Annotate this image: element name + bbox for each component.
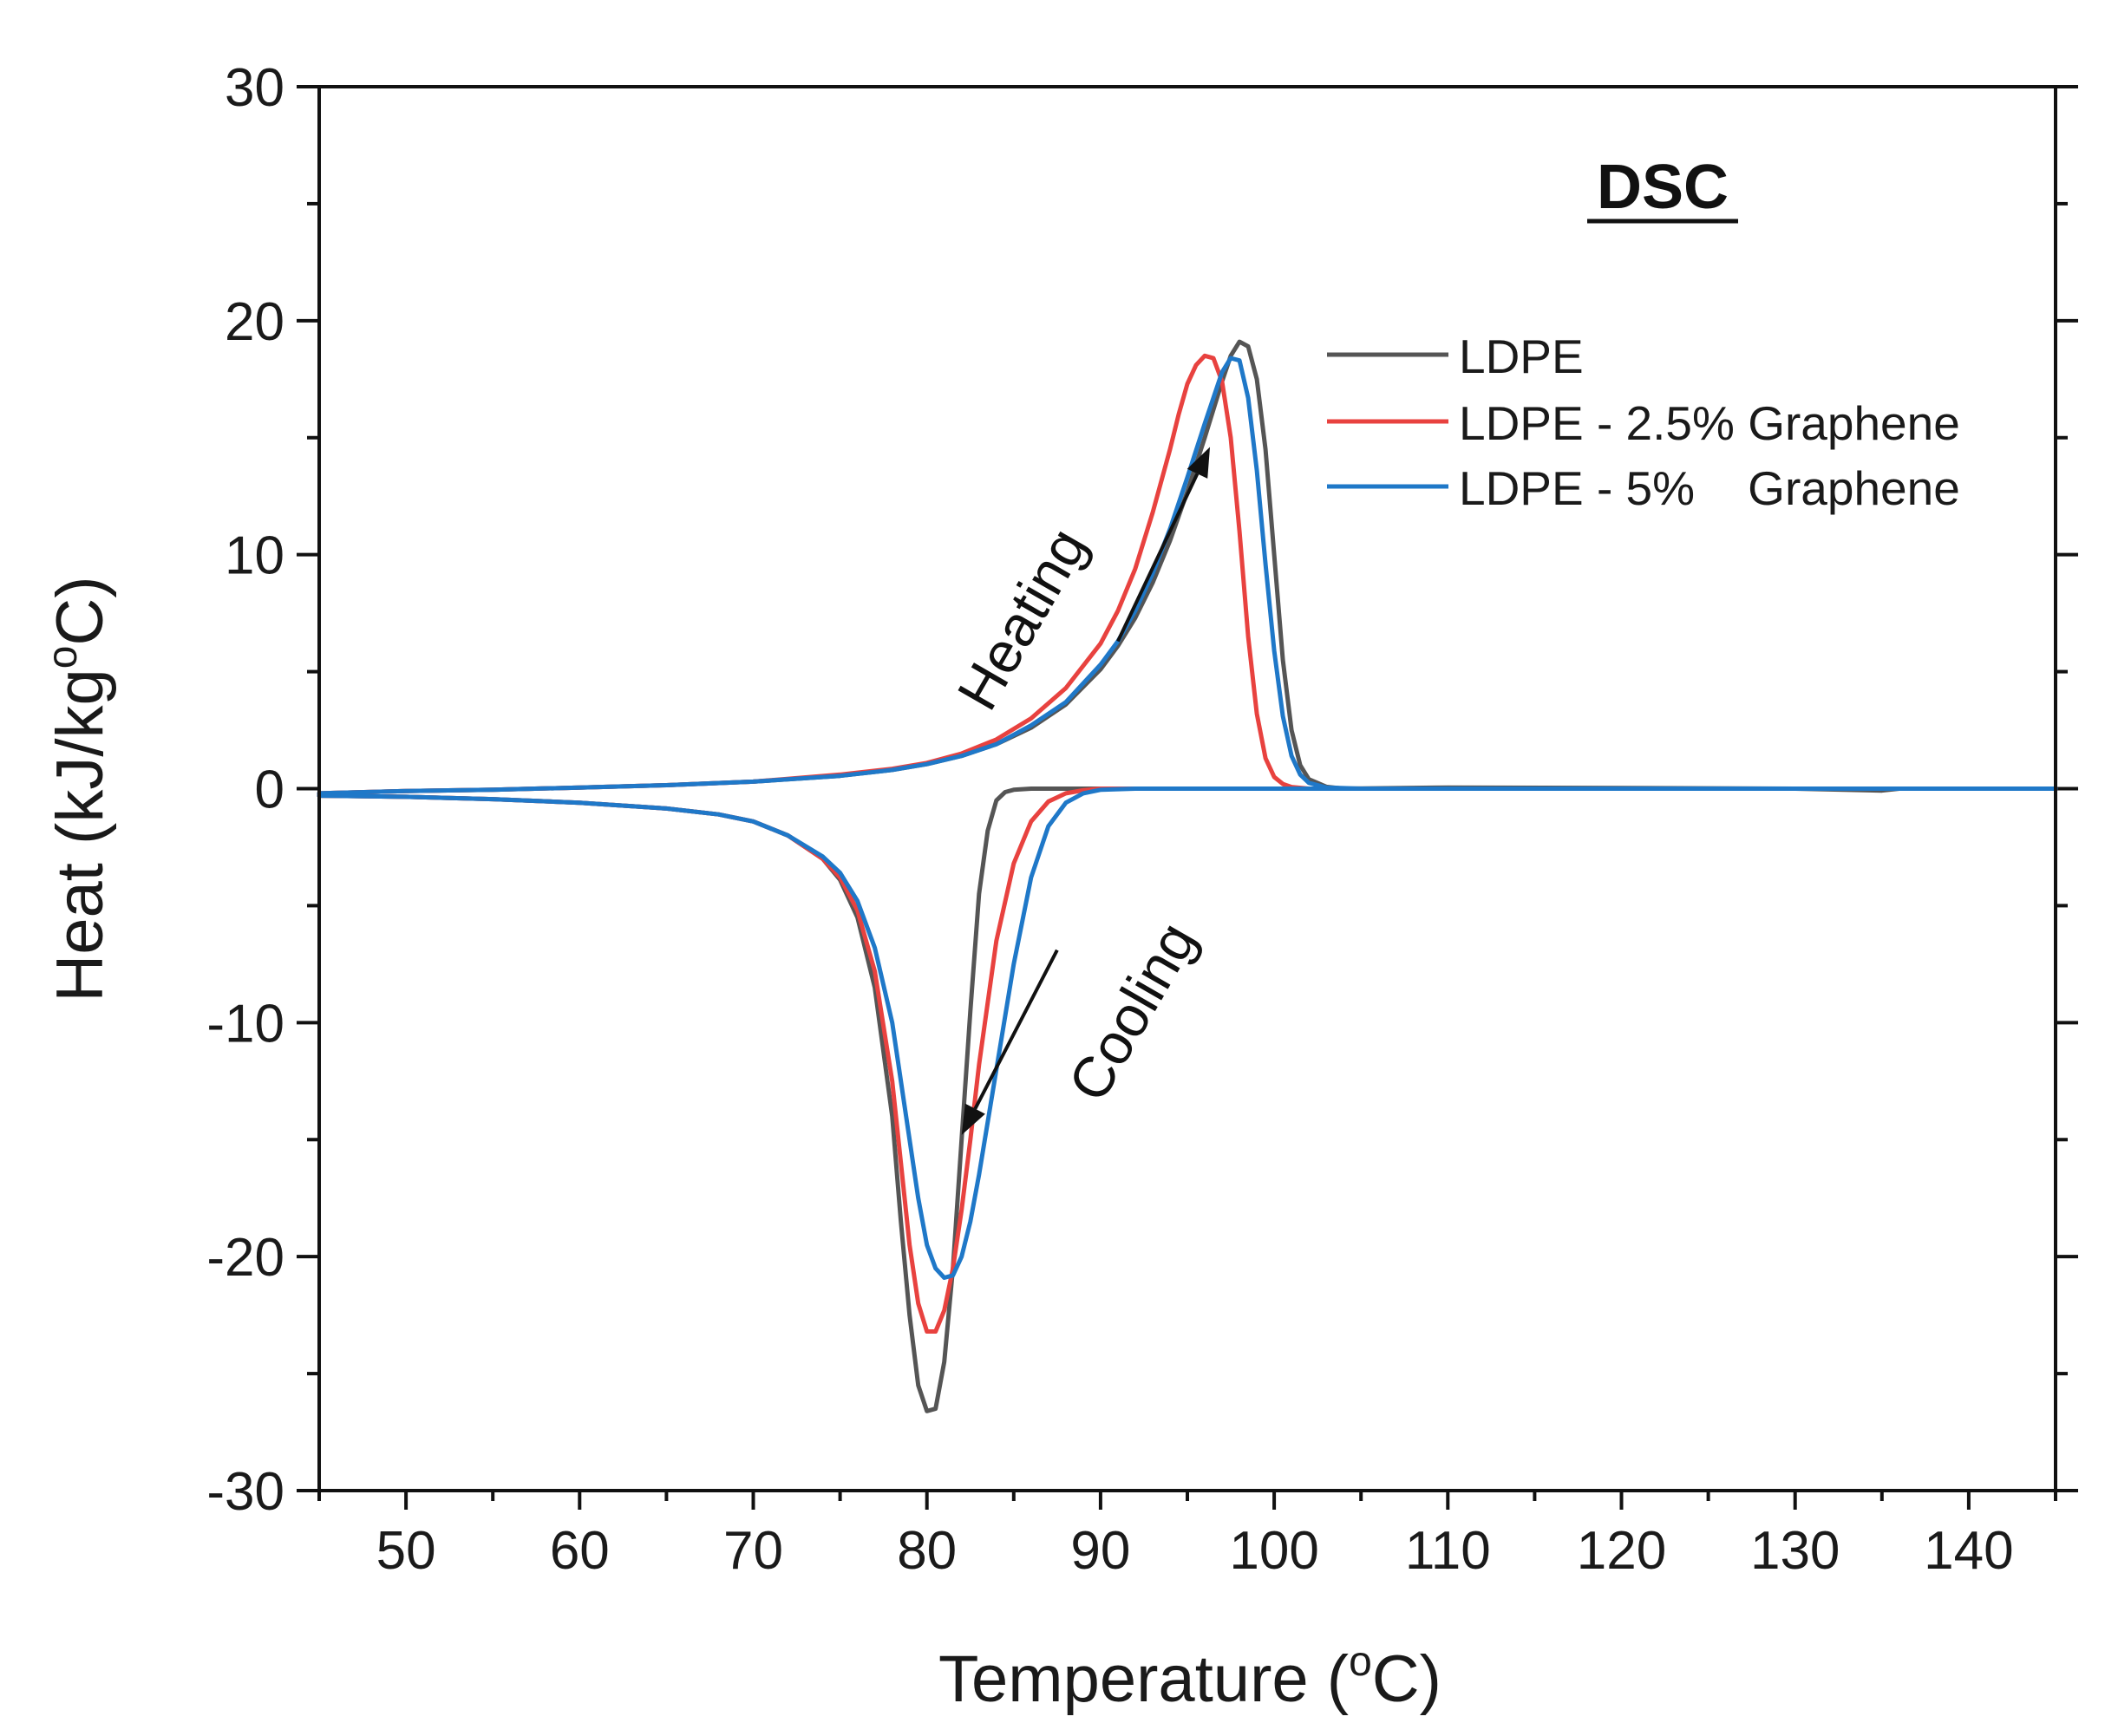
legend-label-ldpe-5: LDPE - 5% Graphene: [1459, 461, 1960, 515]
legend-label-ldpe-2-5: LDPE - 2.5% Graphene: [1459, 396, 1960, 450]
x-tick-label: 130: [1750, 1521, 1840, 1581]
y-tick-label: 30: [225, 58, 284, 118]
plot-area: [317, 339, 2058, 1413]
cooling-arrowhead: [961, 1103, 985, 1135]
y-axis-title-end: C): [43, 576, 117, 645]
x-tick-label: 80: [897, 1521, 957, 1581]
legend-label-ldpe: LDPE: [1459, 330, 1584, 383]
heating-arrow: [1116, 473, 1200, 643]
axis-ticks: [297, 85, 2078, 1510]
x-axis-title-sup: o: [1349, 1639, 1372, 1685]
y-tick-label: -30: [206, 1462, 284, 1522]
x-axis-title: Temperature (oC): [938, 1639, 1441, 1716]
series-2-heating-line: [317, 356, 2058, 796]
x-tick-label: 60: [550, 1521, 610, 1581]
x-axis-title-end: C): [1372, 1642, 1441, 1716]
y-tick-label: 0: [255, 760, 284, 820]
x-tick-label: 70: [723, 1521, 783, 1581]
y-tick-label: 20: [225, 292, 284, 352]
x-tick-label: 120: [1577, 1521, 1666, 1581]
x-tick-label: 90: [1070, 1521, 1130, 1581]
series-2-cooling-line: [317, 786, 2058, 1280]
chart-title: DSC: [1597, 153, 1729, 222]
y-axis-title: Heat (kJ/kgoC): [40, 576, 117, 1002]
tick-labels: 50 60 70 80 90 100 110 120 130 140 -30 -20 -10 0 10 20 3…: [206, 58, 2013, 1581]
series-lines: [317, 339, 2058, 1413]
y-tick-label: -20: [206, 1228, 284, 1288]
x-tick-label: 50: [376, 1521, 436, 1581]
x-tick-label: 100: [1229, 1521, 1318, 1581]
y-tick-label: -10: [206, 994, 284, 1054]
cooling-arrow: [973, 949, 1059, 1110]
y-tick-label: 10: [225, 526, 284, 586]
x-axis-title-main: Temperature (: [938, 1642, 1349, 1716]
heating-arrowhead: [1187, 447, 1211, 479]
y-axis-title-main: Heat (kJ/kg: [43, 669, 117, 1002]
x-tick-label: 110: [1405, 1521, 1491, 1581]
legend: LDPE LDPE - 2.5% Graphene LDPE - 5% Grap…: [1327, 330, 1960, 515]
plot-frame: [317, 85, 2057, 1492]
x-tick-label: 140: [1924, 1521, 2013, 1581]
y-axis-title-sup: o: [40, 646, 86, 669]
